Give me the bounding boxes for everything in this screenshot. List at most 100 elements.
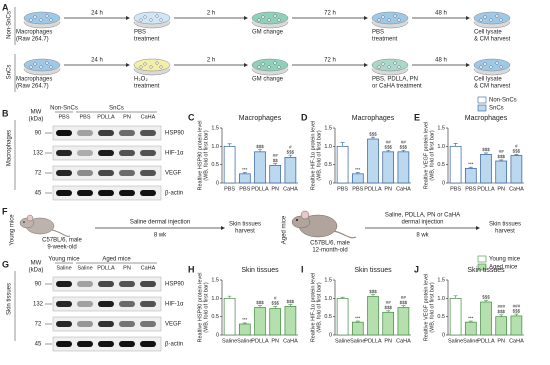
bar bbox=[223, 297, 236, 336]
significance-label: $$$ bbox=[287, 149, 295, 154]
duration: 8 wk bbox=[154, 233, 167, 239]
interval: 72 h bbox=[324, 58, 336, 64]
cell bbox=[479, 65, 483, 69]
group-label: SnCs bbox=[109, 106, 124, 112]
band bbox=[77, 190, 93, 196]
error-bar bbox=[468, 166, 473, 169]
x-tick-label: Saline bbox=[463, 338, 478, 344]
error-bar bbox=[453, 143, 458, 147]
step-text: PBS bbox=[134, 30, 146, 36]
group-label: Aged mice bbox=[282, 215, 288, 244]
arrowhead bbox=[476, 226, 480, 230]
mw-marker: 72 bbox=[35, 171, 42, 177]
young-mouse-icon bbox=[19, 214, 71, 237]
bar bbox=[510, 155, 523, 184]
band bbox=[119, 281, 135, 287]
x-tick-label: PBS bbox=[352, 186, 363, 192]
protein-label: HSP90 bbox=[165, 131, 185, 137]
group-label: Non-SnCs bbox=[50, 106, 78, 112]
y-tick-label: 0 bbox=[329, 180, 332, 186]
bar bbox=[351, 321, 364, 336]
interval: 24 h bbox=[91, 58, 103, 64]
protein-label: β-actin bbox=[165, 342, 183, 348]
bar bbox=[495, 316, 508, 336]
step-text: or CaHA treatment bbox=[372, 84, 422, 90]
y-axis-label: (WB, fold of first bar) bbox=[316, 282, 322, 333]
bar bbox=[269, 308, 282, 336]
arrowhead bbox=[364, 63, 368, 67]
y-axis-label: Realtive HSP90 protein level bbox=[197, 272, 203, 342]
significance-label: $$$ bbox=[271, 301, 279, 306]
cell bbox=[377, 65, 381, 69]
band bbox=[98, 170, 114, 176]
lane-label: PDLLA bbox=[97, 265, 115, 271]
x-tick-label: PN bbox=[271, 186, 279, 192]
cell bbox=[267, 18, 271, 22]
y-tick-label: 1.0 bbox=[211, 144, 219, 150]
band bbox=[98, 321, 114, 327]
error-bar bbox=[288, 304, 293, 307]
significance-label: ## bbox=[386, 300, 392, 305]
chart-title: Skin tissues bbox=[241, 267, 279, 274]
dish bbox=[23, 58, 61, 72]
error-bar bbox=[401, 150, 406, 152]
band bbox=[56, 321, 72, 327]
band bbox=[140, 190, 156, 196]
y-tick-label: 0.5 bbox=[211, 162, 219, 168]
panel-letter: E bbox=[414, 112, 420, 122]
protein-label: VEGF bbox=[165, 171, 182, 177]
protein-label: β-actin bbox=[165, 191, 183, 197]
y-axis-label: Realtive HIF-1α protein level bbox=[310, 121, 316, 191]
x-tick-label: CaHA bbox=[396, 338, 411, 344]
panel-letter: H bbox=[188, 264, 195, 274]
band bbox=[98, 130, 114, 136]
band bbox=[77, 130, 93, 136]
y-tick-label: 1.5 bbox=[211, 125, 219, 131]
y-tick-label: 1.0 bbox=[324, 144, 332, 150]
mw-marker: 90 bbox=[35, 282, 42, 288]
cell bbox=[149, 18, 153, 22]
cell bbox=[267, 65, 271, 69]
step-text: (Raw 264.7) bbox=[16, 37, 49, 43]
y-tick-label: 1.0 bbox=[324, 296, 332, 302]
cell bbox=[49, 65, 53, 69]
significance-label: ### bbox=[497, 304, 505, 309]
panel-letter: C bbox=[188, 112, 195, 122]
band bbox=[119, 341, 135, 347]
cell bbox=[33, 15, 37, 19]
legend-label: Young mice bbox=[489, 257, 521, 263]
significance-label: $$$ bbox=[256, 300, 264, 305]
band bbox=[98, 281, 114, 287]
bar bbox=[367, 138, 379, 184]
x-tick-label: PBS bbox=[450, 186, 461, 192]
y-tick-label: 1.0 bbox=[437, 296, 445, 302]
significance-label: $$$ bbox=[513, 308, 521, 313]
lane-label: PN bbox=[123, 265, 131, 271]
bar bbox=[254, 151, 266, 184]
bar bbox=[480, 154, 492, 184]
y-tick-label: 1.5 bbox=[324, 277, 332, 283]
cell bbox=[377, 18, 381, 22]
significance-label: ### bbox=[513, 303, 521, 308]
lane-label: PN bbox=[123, 114, 131, 120]
cell bbox=[489, 65, 493, 69]
cell bbox=[495, 61, 499, 65]
y-axis-label: Realtive HSP90 protein level bbox=[197, 120, 203, 190]
cell bbox=[139, 18, 143, 22]
y-tick-label: 1.5 bbox=[324, 125, 332, 131]
cell bbox=[273, 14, 277, 18]
cell bbox=[277, 18, 281, 22]
arrowhead bbox=[364, 16, 368, 20]
bar bbox=[397, 307, 410, 336]
x-tick-label: PDLLA bbox=[364, 338, 382, 344]
row-label: SnCs bbox=[7, 65, 13, 80]
step-text: treatment bbox=[134, 37, 160, 43]
y-tick-label: 0 bbox=[216, 332, 219, 338]
band bbox=[56, 301, 72, 307]
bar bbox=[480, 301, 492, 336]
legend-label: Aged mice bbox=[489, 265, 518, 271]
cell bbox=[489, 18, 493, 22]
cell bbox=[39, 18, 43, 22]
x-tick-label: Saline bbox=[222, 338, 237, 344]
lane-label: PBS bbox=[79, 114, 90, 120]
